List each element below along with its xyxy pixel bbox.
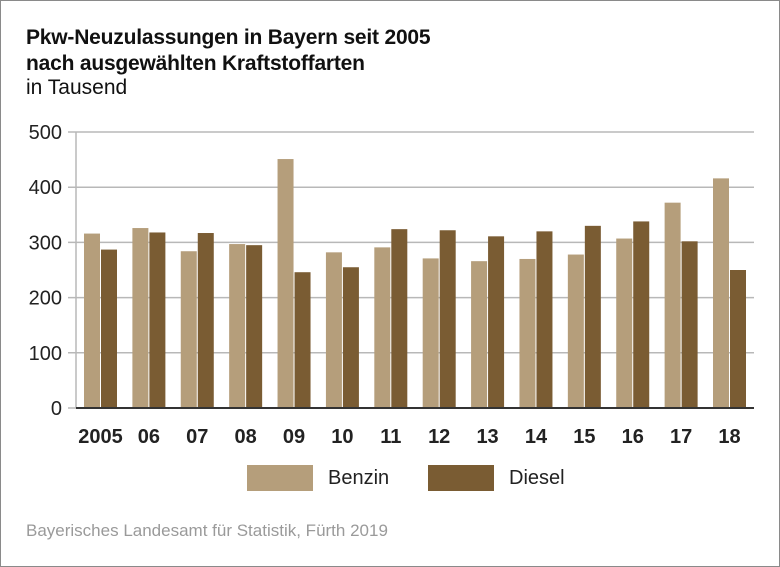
x-tick-label: 07 (186, 426, 208, 448)
y-tick-label: 300 (29, 232, 62, 254)
bar-benzin (567, 254, 584, 408)
bar-benzin (713, 178, 729, 408)
source-note: Bayerisches Landesamt für Statistik, Für… (26, 521, 388, 540)
bar-diesel (439, 230, 456, 408)
bar-benzin (229, 244, 246, 408)
chart-subtitle: in Tausend (26, 76, 128, 99)
y-tick-label: 500 (29, 122, 62, 144)
y-tick-label: 0 (51, 398, 62, 420)
bar-benzin (84, 233, 100, 408)
bar-diesel (730, 270, 746, 408)
x-tick-label: 13 (476, 426, 498, 448)
x-tick-label: 2005 (78, 426, 123, 448)
legend-item-diesel: Diesel (428, 465, 565, 491)
x-tick-label: 11 (380, 426, 401, 448)
x-tick-label: 08 (235, 426, 257, 448)
bar-diesel (681, 241, 698, 408)
bar-diesel (633, 221, 650, 408)
bar-diesel (101, 249, 117, 408)
bar-diesel (488, 236, 505, 408)
bar-diesel (246, 245, 263, 408)
bar-diesel (342, 267, 359, 408)
x-tick-label: 10 (331, 426, 353, 448)
x-tick-label: 17 (670, 426, 692, 448)
x-tick-label: 18 (718, 426, 740, 448)
bar-benzin (616, 238, 633, 408)
bar-diesel (536, 231, 553, 408)
bar-diesel (584, 225, 601, 408)
bar-benzin (519, 258, 536, 408)
x-tick-label: 15 (573, 426, 595, 448)
x-tick-label: 09 (283, 426, 305, 448)
bar-benzin (664, 202, 681, 408)
chart-title-line1: Pkw-Neuzulassungen in Bayern seit 2005 (26, 26, 431, 49)
bar-diesel (197, 233, 214, 408)
x-tick-label: 14 (525, 426, 548, 448)
bar-benzin (180, 251, 197, 408)
y-tick-label: 400 (29, 177, 62, 199)
bar-benzin (325, 252, 342, 408)
bar-benzin (132, 228, 149, 408)
legend-item-benzin: Benzin (247, 465, 389, 491)
bar-diesel (149, 232, 166, 408)
x-tick-label: 06 (138, 426, 160, 448)
bar-benzin (471, 261, 488, 408)
x-tick-label: 16 (622, 426, 644, 448)
bar-diesel (294, 272, 311, 408)
legend-swatch-benzin (247, 465, 313, 491)
y-tick-label: 200 (29, 288, 62, 310)
bar-benzin (277, 159, 294, 408)
chart-title-line2: nach ausgewählten Kraftstoffarten (26, 52, 365, 75)
legend-label-diesel: Diesel (509, 466, 565, 489)
bar-benzin (422, 258, 439, 408)
y-tick-label: 100 (29, 343, 62, 365)
bar-benzin (374, 247, 391, 408)
x-tick-label: 12 (428, 426, 450, 448)
chart-title: Pkw-Neuzulassungen in Bayern seit 2005 n… (26, 25, 431, 77)
legend-swatch-diesel (428, 465, 494, 491)
legend-label-benzin: Benzin (328, 466, 390, 489)
bar-diesel (391, 229, 408, 408)
